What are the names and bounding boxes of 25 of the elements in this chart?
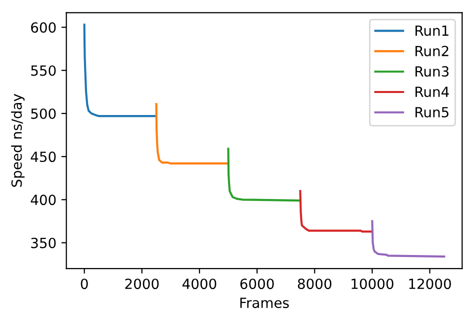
y-tick-label: 600: [31, 22, 56, 33]
legend-label: Run1: [416, 26, 448, 36]
line-series: [155, 102, 230, 165]
x-tick-label: 12000: [409, 278, 451, 290]
x-tick-label: 2000: [125, 278, 159, 290]
x-tick-label: 6000: [240, 278, 274, 290]
legend-label: Run5: [416, 107, 448, 118]
x-tick-label: 10000: [352, 278, 394, 290]
y-tick-label: 550: [31, 65, 56, 76]
y-tick-label: 400: [30, 194, 56, 206]
legend-label: Run4: [416, 86, 449, 98]
x-tick-label: 8000: [298, 278, 332, 290]
legend-label: Run3: [416, 66, 449, 77]
line-series: [227, 148, 302, 202]
y-tick-label: 500: [31, 108, 56, 119]
y-axis-title: Speed ns/day: [11, 94, 25, 187]
x-tick-label: 0: [80, 278, 88, 290]
y-tick-label: 350: [31, 238, 56, 248]
x-tick-label: 4000: [182, 278, 216, 290]
x-axis-title: Frames: [240, 298, 289, 308]
line-series: [83, 24, 158, 118]
legend-label: Run2: [416, 46, 448, 56]
line-series: [299, 190, 374, 233]
y-tick-label: 450: [30, 152, 56, 162]
line-series: [371, 220, 446, 258]
